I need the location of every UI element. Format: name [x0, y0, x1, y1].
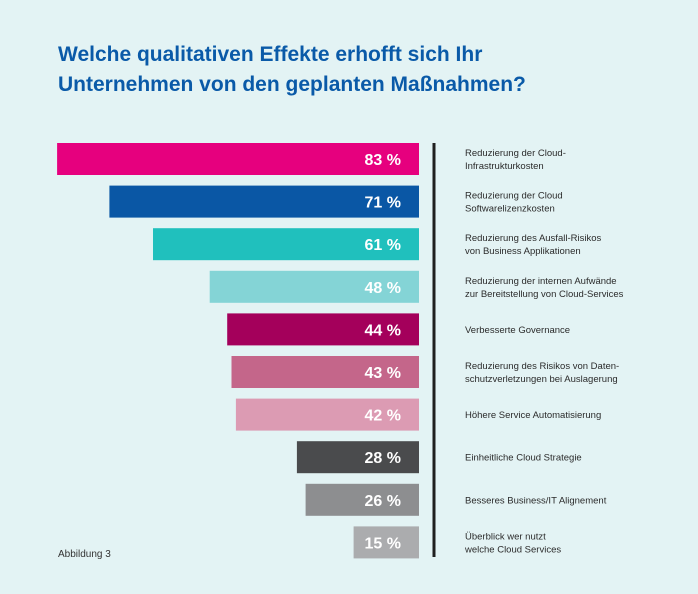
value-label-6: 43 % — [365, 365, 401, 382]
category-label-line: von Business Applikationen — [465, 246, 581, 257]
category-label-line: zur Bereitstellung von Cloud-Services — [465, 289, 624, 300]
value-label-8: 28 % — [365, 450, 401, 467]
value-label-9: 26 % — [365, 493, 401, 510]
category-label-line: welche Cloud Services — [464, 544, 561, 555]
category-label-1: Reduzierung der Cloud- Infrastrukturkoste… — [465, 148, 566, 172]
category-label-line: Höhere Service Automatisierung — [465, 410, 601, 421]
category-label-line: Reduzierung des Risikos von Daten- — [465, 361, 619, 372]
category-label-line: Einheitliche Cloud Strategie — [465, 453, 582, 464]
bar-8 — [296, 441, 419, 474]
value-label-10: 15 % — [365, 535, 401, 552]
chart-title-line-2: Unternehmen von den geplanten Maßnahmen? — [58, 73, 526, 96]
value-label-5: 44 % — [365, 322, 401, 339]
bar-6 — [231, 356, 419, 388]
category-label-line: Reduzierung der internen Aufwände — [465, 276, 617, 287]
category-label-line: Besseres Business/IT Alignement — [465, 495, 607, 506]
bar-4 — [209, 270, 419, 303]
chart-title: Welche qualitativen Effekte erhofft sich… — [58, 40, 658, 100]
category-label-8: Einheitliche Cloud Strategie — [465, 453, 582, 464]
category-label-5: Verbesserte Governance — [465, 325, 570, 336]
value-label-4: 48 % — [365, 280, 401, 297]
bar-10 — [353, 526, 419, 559]
value-label-3: 61 % — [365, 237, 401, 254]
chart-title-line-1: Welche qualitativen Effekte erhofft sich… — [58, 43, 483, 66]
bar-5 — [227, 313, 419, 346]
category-label-line: Reduzierung der Cloud — [465, 191, 563, 202]
value-label-2: 71 % — [365, 195, 401, 212]
category-label-line: Reduzierung des Ausfall-Risikos — [465, 233, 601, 244]
bar-2 — [109, 185, 420, 218]
divider-axis-line — [432, 143, 436, 557]
category-label-line: Softwarelizenzkosten — [465, 204, 555, 215]
category-label-line: Infrastrukturkosten — [465, 161, 544, 172]
figure-caption: Abbildung 3 — [58, 549, 111, 560]
bar-1 — [57, 143, 419, 175]
value-label-7: 42 % — [365, 408, 401, 425]
category-label-line: schutzverletzungen bei Auslagerung — [465, 374, 618, 385]
category-label-3: Reduzierung des Ausfall-Risikos von Busin… — [465, 233, 601, 257]
category-label-10: Überblick wer nutzt welche Cloud Services — [464, 531, 561, 555]
category-label-7: Höhere Service Automatisierung — [465, 410, 601, 421]
category-label-line: Überblick wer nutzt — [465, 531, 546, 542]
bar-9 — [305, 483, 419, 516]
value-label-1: 83 % — [365, 152, 401, 169]
category-label-9: Besseres Business/IT Alignement — [465, 495, 607, 506]
category-label-4: Reduzierung der internen Aufwände zur Ber… — [465, 276, 624, 300]
category-label-6: Reduzierung des Risikos von Daten-schutz… — [465, 361, 619, 385]
category-label-2: Reduzierung der Cloud Softwarelizenzkoste… — [465, 191, 563, 215]
bar-7 — [235, 398, 419, 431]
bar-3 — [153, 228, 419, 261]
category-label-line: Reduzierung der Cloud- — [465, 148, 566, 159]
category-label-line: Verbesserte Governance — [465, 325, 570, 336]
